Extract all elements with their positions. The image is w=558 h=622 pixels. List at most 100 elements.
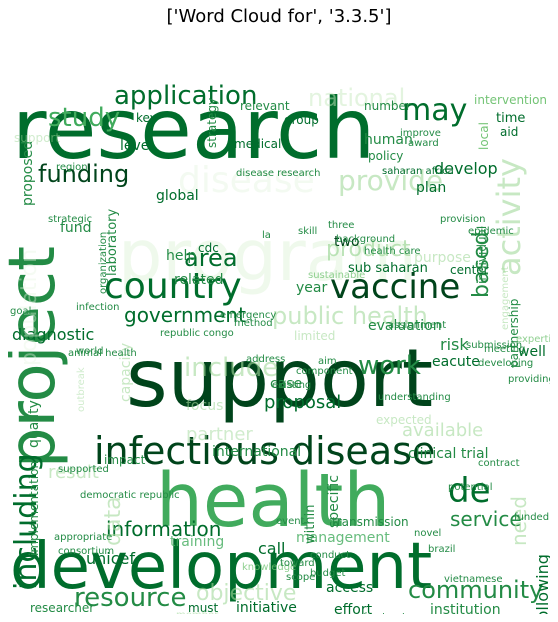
cloud-word: product [326,237,411,262]
cloud-word: animal health [68,348,137,359]
cloud-word: call [258,539,286,558]
cloud-word: method [234,318,273,329]
cloud-word: implementation [27,461,41,556]
cloud-word: sustainable [308,270,365,281]
cloud-word: component [296,366,353,377]
cloud-word: key [136,111,157,125]
cloud-word: work [358,351,421,381]
cloud-word: include [184,353,278,383]
cloud-word: impact [104,453,146,467]
cloud-word: access [326,580,373,596]
cloud-word: year [296,280,327,296]
cloud-word: democratic republic [80,490,180,501]
cloud-word: data [101,496,126,546]
cloud-word: specific [326,475,342,528]
cloud-word: develop [434,159,498,178]
cloud-word: program [118,215,417,297]
cloud-word: development [10,530,432,604]
cloud-word: global [156,188,199,204]
cloud-word: republic congo [160,328,234,339]
cloud-word: assignment [388,320,446,331]
cloud-word: proposed [20,141,36,206]
cloud-word: disease [178,160,315,201]
cloud-word: event [276,516,305,527]
cloud-word: unicef [86,549,135,568]
cloud-word: world [76,346,104,357]
cloud-word: institution [430,602,501,614]
cloud-word: emergency [220,310,276,321]
cloud-word: human [364,132,413,148]
cloud-word: understanding [378,392,451,403]
cloud-word: international [212,444,301,460]
cloud-word: health care [364,246,421,257]
cloud-word: medical [234,137,281,151]
cloud-word: information [106,517,221,541]
cloud-word: objective [196,581,296,606]
cloud-word: member [176,610,219,614]
cloud-word: partnership [507,299,521,368]
cloud-word: proposal [264,392,341,413]
cloud-word: infrastructure [354,612,422,614]
cloud-word: vietnamese [444,574,503,585]
cloud-word: national [308,84,405,112]
cloud-word: well [518,344,546,360]
cloud-word: management [296,530,390,546]
cloud-word: fund [60,220,92,236]
cloud-word: consortium [58,546,114,557]
cloud-word: infectious disease [94,429,435,473]
cloud-word: project [8,246,70,468]
cloud-word: potential [448,482,492,493]
cloud-word: researcher [30,601,94,614]
cloud-word: diagnostic [12,325,94,344]
cloud-word: focus [186,398,223,414]
cloud-word: improve [400,128,441,139]
cloud-word: research [12,80,375,178]
cloud-word: saharan africa [382,166,454,177]
cloud-word: help [166,248,196,264]
cloud-word: within [303,505,318,544]
cloud-word: funded [514,512,549,523]
cloud-word: background [336,234,395,245]
cloud-word: goal [10,306,31,317]
cloud-word: expertise [516,334,550,345]
cloud-word: local [477,122,491,150]
cloud-word: purpose [414,250,471,266]
cloud-word: plan [416,180,446,196]
cloud-word: address [246,354,285,365]
cloud-word: country [104,266,242,307]
cloud-word: community [408,576,543,604]
cloud-word: capacity [118,343,134,402]
cloud-word: number [364,99,411,113]
cloud-word: support [126,332,433,425]
cloud-word: level [120,138,153,154]
cloud-word: related [174,272,224,288]
cloud-word: may [402,93,467,128]
cloud-word: award [408,138,439,149]
cloud-word: based [469,232,494,298]
cloud-word: evaluation [368,318,442,334]
cloud-word: government [124,303,246,327]
cloud-word: policy [368,149,403,163]
cloud-word: initiative [236,600,297,614]
cloud-word: population [17,249,42,366]
cloud-word: developing [478,358,533,369]
cloud-word: strategy [205,98,219,148]
cloud-word: study [48,103,120,133]
cloud-word: time [496,111,525,126]
cloud-word: outbreak [76,367,87,412]
cloud-word: three [328,220,354,231]
figure-title: ['Word Cloud for', '3.3.5'] [166,6,392,27]
cloud-word: laboratory [105,209,120,276]
cloud-word: aim [318,356,337,367]
cloud-word: service [450,507,522,531]
cloud-word: region [56,162,88,173]
cloud-word: partner [186,424,253,445]
cloud-word: cdc [198,241,219,255]
cloud-word: conduct [310,550,350,561]
cloud-word: providing [508,374,550,385]
cloud-word: area [184,244,238,272]
cloud-word: appropriate [54,532,112,543]
cloud-word: supported [58,464,109,475]
cloud-word: result [48,462,99,483]
cloud-word: relevant [240,99,290,113]
